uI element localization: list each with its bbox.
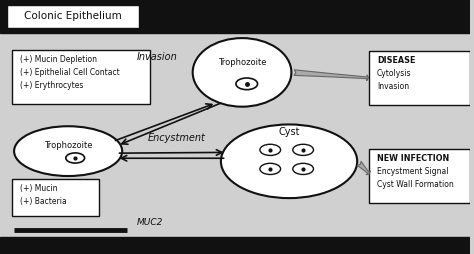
Text: Invasion: Invasion	[377, 82, 409, 91]
Text: (+) Epithelial Cell Contact: (+) Epithelial Cell Contact	[20, 68, 119, 77]
Text: Cytolysis: Cytolysis	[377, 69, 411, 78]
Text: (+) Erythrocytes: (+) Erythrocytes	[20, 81, 83, 90]
Bar	[0, 237, 470, 254]
Text: (+) Bacteria: (+) Bacteria	[20, 197, 66, 207]
Circle shape	[293, 163, 313, 174]
Text: Invasion: Invasion	[137, 52, 178, 62]
Circle shape	[236, 78, 257, 90]
Text: Cyst: Cyst	[278, 127, 300, 137]
Text: Encystment Signal: Encystment Signal	[377, 167, 448, 176]
FancyBboxPatch shape	[12, 179, 99, 216]
Bar	[0, 0, 470, 33]
Circle shape	[260, 144, 281, 155]
Text: Colonic Epithelium: Colonic Epithelium	[24, 11, 122, 21]
FancyBboxPatch shape	[369, 51, 470, 105]
Text: (+) Mucin Depletion: (+) Mucin Depletion	[20, 55, 97, 64]
Text: Trophozoite: Trophozoite	[44, 141, 92, 150]
Text: Cyst Wall Formation: Cyst Wall Formation	[377, 180, 454, 189]
FancyBboxPatch shape	[7, 5, 139, 28]
Circle shape	[66, 153, 84, 163]
Circle shape	[221, 124, 357, 198]
Text: (+) Mucin: (+) Mucin	[20, 184, 57, 193]
Ellipse shape	[14, 126, 122, 176]
Text: MUC2: MUC2	[137, 218, 163, 227]
Ellipse shape	[193, 38, 292, 107]
FancyBboxPatch shape	[12, 50, 150, 104]
Text: DISEASE: DISEASE	[377, 56, 415, 65]
Text: Encystment: Encystment	[147, 133, 205, 144]
Circle shape	[293, 144, 313, 155]
Circle shape	[260, 163, 281, 174]
FancyBboxPatch shape	[369, 149, 470, 203]
Text: NEW INFECTION: NEW INFECTION	[377, 154, 449, 163]
Text: Trophozoite: Trophozoite	[218, 58, 266, 67]
